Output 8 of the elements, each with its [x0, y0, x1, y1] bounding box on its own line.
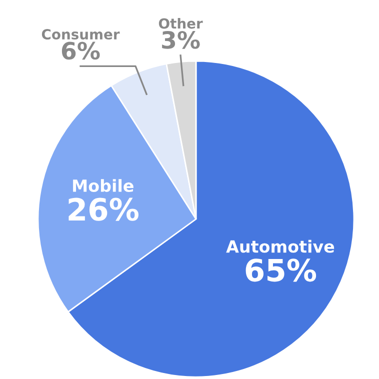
slice-label: Consumer — [42, 29, 120, 40]
slice-label: Automotive — [226, 240, 334, 253]
slice-label: Mobile — [73, 179, 134, 192]
slice-label: Other — [158, 18, 203, 29]
data-label: 6% — [62, 42, 100, 60]
data-label: 26% — [68, 198, 138, 221]
data-label: 3% — [162, 30, 200, 49]
data-label: 65% — [246, 258, 316, 282]
